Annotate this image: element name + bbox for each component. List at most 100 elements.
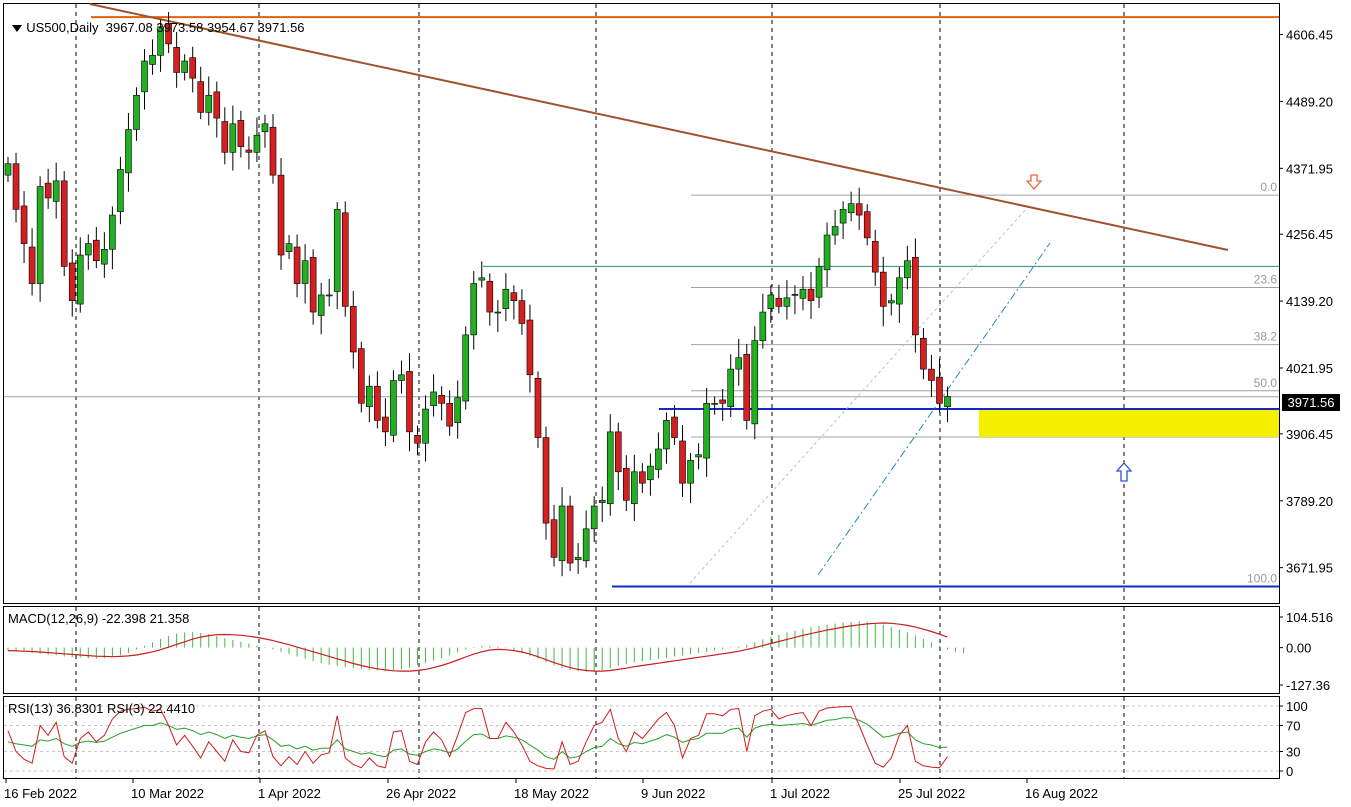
bull-candle (117, 169, 124, 212)
bear-candle (510, 292, 518, 301)
bull-candle (141, 60, 148, 93)
bull-candle (727, 368, 735, 408)
bear-candle (44, 182, 52, 199)
bull-candle (390, 380, 397, 436)
bear-candle (807, 288, 815, 301)
bear-candle (173, 47, 180, 73)
rsi-title: RSI(13) 36.8301 RSI(3) 22.4410 (8, 701, 195, 716)
bull-candle (229, 123, 237, 153)
bull-candle (823, 234, 831, 271)
bull-candle (36, 186, 44, 284)
bull-candle (253, 134, 261, 153)
bull-candle (454, 397, 461, 424)
bull-candle (125, 129, 132, 174)
bull-candle (799, 288, 807, 299)
price-tick-label: 3789.20 (1286, 494, 1333, 509)
ohlc-values: 3967.08 3973.58 3954.67 3971.56 (105, 20, 305, 35)
bear-candle (526, 319, 534, 376)
bear-candle (277, 174, 285, 256)
bear-candle (855, 203, 863, 216)
bear-candle (237, 120, 245, 147)
bull-candle (606, 431, 614, 505)
bear-candle (221, 121, 229, 153)
bull-candle (301, 260, 309, 284)
up-arrow-icon (1115, 462, 1133, 482)
fib-level-label: 50.0 (1254, 376, 1278, 390)
bull-candle (735, 357, 743, 370)
bear-candle (165, 23, 172, 45)
bull-candle (157, 26, 164, 56)
time-tick-label: 16 Feb 2022 (4, 786, 77, 801)
dropdown-triangle-icon[interactable] (12, 25, 23, 33)
price-tick-label: 4139.20 (1286, 294, 1333, 309)
bull-candle (261, 123, 269, 133)
support-zone[interactable] (979, 409, 1279, 437)
bear-candle (534, 377, 542, 438)
bear-candle (309, 256, 317, 313)
channel-lower-line[interactable] (817, 242, 1051, 576)
channel-upper-line[interactable] (689, 207, 1028, 584)
bull-candle (85, 243, 92, 256)
bear-candle (879, 271, 887, 307)
bull-candle (462, 334, 470, 402)
downtrend-line[interactable] (89, 3, 1229, 251)
bull-candle (149, 55, 156, 65)
fibonacci-retracement[interactable]: 0.023.638.250.061.8100.0 (612, 180, 1279, 587)
bull-candle (76, 254, 84, 305)
bull-candle (333, 209, 341, 292)
rsi-panel-frame (3, 696, 1280, 779)
bull-candle (478, 277, 486, 281)
price-tick-label: 3671.95 (1286, 561, 1333, 576)
fib-level-label: 38.2 (1254, 330, 1278, 344)
signal-arrows (1025, 174, 1133, 482)
bull-candle (767, 294, 775, 309)
bull-candle (751, 340, 759, 425)
bear-candle (486, 280, 494, 313)
bear-candle (623, 468, 630, 501)
bear-candle (920, 337, 927, 370)
main-panel-frame (3, 3, 1280, 604)
bear-candle (438, 395, 445, 404)
bear-candle (912, 256, 919, 336)
bull-candle (944, 396, 951, 408)
rsi-tick-label: 100 (1286, 699, 1308, 714)
bear-candle (269, 126, 277, 176)
bear-candle (382, 416, 389, 433)
bull-candle (582, 528, 590, 562)
time-tick-label: 9 Jun 2022 (641, 786, 705, 801)
time-tick-label: 16 Aug 2022 (1025, 786, 1098, 801)
bull-candle (317, 294, 325, 316)
bull-candle (52, 180, 60, 202)
bull-candle (815, 266, 823, 298)
fib-level-label: 100.0 (1247, 571, 1277, 585)
macd-tick-label: 104.516 (1286, 610, 1333, 625)
price-tick-label: 4021.95 (1286, 361, 1333, 376)
bull-candle (904, 260, 911, 279)
bear-candle (20, 205, 28, 244)
bear-candle (60, 180, 68, 267)
bull-candle (494, 311, 502, 314)
bull-candle (711, 403, 718, 405)
bull-candle (831, 226, 839, 236)
chart-drawings[interactable] (4, 3, 1279, 588)
bear-candle (68, 262, 76, 301)
bull-candle (502, 288, 510, 309)
time-tick-label: 25 Jul 2022 (898, 786, 965, 801)
macd-tick-label: 0.00 (1286, 641, 1311, 656)
bull-candle (181, 60, 188, 73)
bull-candle (205, 94, 213, 113)
bull-candle (366, 385, 373, 408)
bull-candle (574, 557, 582, 560)
bull-candle (631, 471, 638, 505)
bull-candle (695, 454, 702, 458)
macd-series (7, 621, 965, 672)
current-price-label: 3971.56 (1288, 395, 1335, 410)
bear-candle (518, 300, 526, 324)
bull-candle (558, 505, 566, 562)
bear-candle (639, 471, 646, 484)
time-tick-label: 1 Jul 2022 (770, 786, 830, 801)
bear-candle (928, 368, 935, 381)
bear-candle (197, 81, 205, 113)
bear-candle (245, 149, 253, 153)
